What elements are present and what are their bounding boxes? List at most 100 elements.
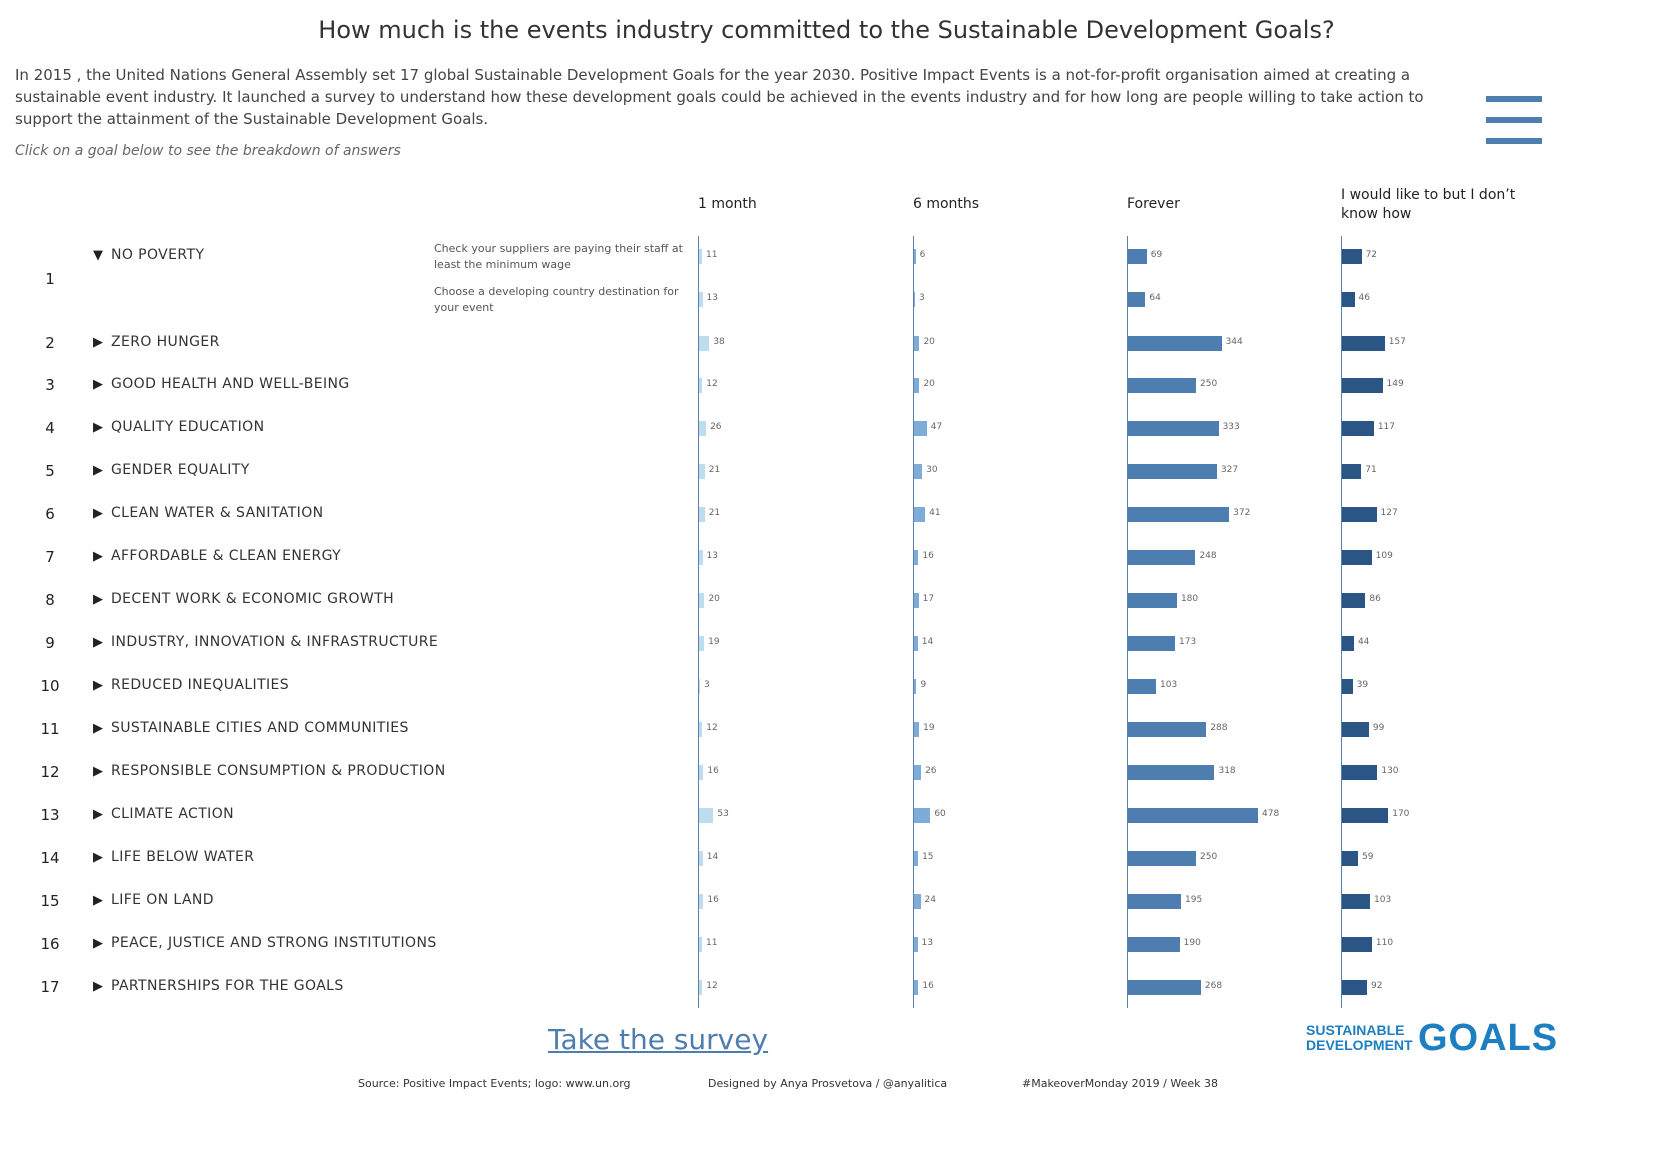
- bar-goal-13-col-2[interactable]: [914, 808, 931, 823]
- collapsed-caret-icon[interactable]: ▶: [93, 463, 104, 478]
- goal-label-14[interactable]: ▶ LIFE BELOW WATER: [93, 849, 254, 865]
- bar-goal-5-col-4[interactable]: [1342, 464, 1362, 479]
- bar-goal-2-col-1[interactable]: [699, 336, 710, 351]
- bar-goal-16-col-2[interactable]: [914, 937, 918, 952]
- bar-goal-5-col-1[interactable]: [699, 464, 705, 479]
- bar-goal-6-col-1[interactable]: [699, 507, 705, 522]
- bar-goal-17-col-2[interactable]: [914, 980, 919, 995]
- collapsed-caret-icon[interactable]: ▶: [93, 893, 104, 908]
- collapsed-caret-icon[interactable]: ▶: [93, 721, 104, 736]
- bar-goal-1-col-4[interactable]: [1342, 249, 1362, 264]
- collapsed-caret-icon[interactable]: ▶: [93, 335, 104, 350]
- collapsed-caret-icon[interactable]: ▶: [93, 764, 104, 779]
- bar-goal-4-col-1[interactable]: [699, 421, 707, 436]
- hamburger-menu-icon[interactable]: [1486, 96, 1542, 144]
- collapsed-caret-icon[interactable]: ▶: [93, 420, 104, 435]
- goal-label-12[interactable]: ▶ RESPONSIBLE CONSUMPTION & PRODUCTION: [93, 763, 446, 779]
- bar-goal-3-col-4[interactable]: [1342, 378, 1383, 393]
- bar-goal-1b-col-3[interactable]: [1128, 292, 1146, 307]
- bar-goal-1b-col-2[interactable]: [914, 292, 915, 307]
- bar-goal-14-col-4[interactable]: [1342, 851, 1359, 866]
- bar-goal-11-col-1[interactable]: [699, 722, 703, 737]
- bar-goal-13-col-1[interactable]: [699, 808, 714, 823]
- bar-goal-10-col-4[interactable]: [1342, 679, 1353, 694]
- bar-goal-5-col-2[interactable]: [914, 464, 923, 479]
- goal-label-13[interactable]: ▶ CLIMATE ACTION: [93, 806, 234, 822]
- bar-goal-9-col-3[interactable]: [1128, 636, 1176, 651]
- goal-label-5[interactable]: ▶ GENDER EQUALITY: [93, 462, 250, 478]
- bar-goal-13-col-3[interactable]: [1128, 808, 1259, 823]
- bar-goal-1b-col-4[interactable]: [1342, 292, 1355, 307]
- goal-label-2[interactable]: ▶ ZERO HUNGER: [93, 334, 220, 350]
- bar-goal-14-col-2[interactable]: [914, 851, 919, 866]
- collapsed-caret-icon[interactable]: ▶: [93, 936, 104, 951]
- bar-goal-6-col-4[interactable]: [1342, 507, 1377, 522]
- collapsed-caret-icon[interactable]: ▶: [93, 592, 104, 607]
- collapsed-caret-icon[interactable]: ▶: [93, 549, 104, 564]
- goal-label-3[interactable]: ▶ GOOD HEALTH AND WELL-BEING: [93, 376, 350, 392]
- bar-goal-5-col-3[interactable]: [1128, 464, 1217, 479]
- bar-goal-7-col-4[interactable]: [1342, 550, 1372, 565]
- bar-goal-10-col-2[interactable]: [914, 679, 917, 694]
- bar-goal-9-col-4[interactable]: [1342, 636, 1354, 651]
- collapsed-caret-icon[interactable]: ▶: [93, 506, 104, 521]
- bar-goal-7-col-3[interactable]: [1128, 550, 1196, 565]
- bar-goal-2-col-3[interactable]: [1128, 336, 1222, 351]
- bar-goal-14-col-1[interactable]: [699, 851, 703, 866]
- expanded-caret-icon[interactable]: ▼: [93, 248, 104, 263]
- bar-goal-1-col-2[interactable]: [914, 249, 916, 264]
- bar-goal-6-col-2[interactable]: [914, 507, 926, 522]
- bar-goal-10-col-3[interactable]: [1128, 679, 1157, 694]
- bar-goal-12-col-3[interactable]: [1128, 765, 1215, 780]
- bar-goal-15-col-2[interactable]: [914, 894, 921, 909]
- bar-goal-7-col-1[interactable]: [699, 550, 703, 565]
- bar-goal-8-col-4[interactable]: [1342, 593, 1366, 608]
- bar-goal-3-col-2[interactable]: [914, 378, 920, 393]
- goal-label-15[interactable]: ▶ LIFE ON LAND: [93, 892, 214, 908]
- goal-label-8[interactable]: ▶ DECENT WORK & ECONOMIC GROWTH: [93, 591, 394, 607]
- goal-label-4[interactable]: ▶ QUALITY EDUCATION: [93, 419, 264, 435]
- goal-label-16[interactable]: ▶ PEACE, JUSTICE AND STRONG INSTITUTIONS: [93, 935, 437, 951]
- bar-goal-8-col-1[interactable]: [699, 593, 705, 608]
- bar-goal-11-col-3[interactable]: [1128, 722, 1207, 737]
- bar-goal-16-col-1[interactable]: [699, 937, 702, 952]
- bar-goal-4-col-3[interactable]: [1128, 421, 1219, 436]
- bar-goal-11-col-2[interactable]: [914, 722, 920, 737]
- goal-label-17[interactable]: ▶ PARTNERSHIPS FOR THE GOALS: [93, 978, 344, 994]
- bar-goal-17-col-3[interactable]: [1128, 980, 1201, 995]
- collapsed-caret-icon[interactable]: ▶: [93, 979, 104, 994]
- bar-goal-3-col-3[interactable]: [1128, 378, 1196, 393]
- bar-goal-13-col-4[interactable]: [1342, 808, 1389, 823]
- bar-goal-17-col-1[interactable]: [699, 980, 703, 995]
- bar-goal-9-col-2[interactable]: [914, 636, 918, 651]
- bar-goal-15-col-3[interactable]: [1128, 894, 1182, 909]
- goal-label-7[interactable]: ▶ AFFORDABLE & CLEAN ENERGY: [93, 548, 341, 564]
- bar-goal-15-col-4[interactable]: [1342, 894, 1371, 909]
- take-survey-link[interactable]: Take the survey: [548, 1023, 769, 1056]
- bar-goal-3-col-1[interactable]: [699, 378, 703, 393]
- bar-goal-16-col-3[interactable]: [1128, 937, 1180, 952]
- bar-goal-4-col-2[interactable]: [914, 421, 927, 436]
- collapsed-caret-icon[interactable]: ▶: [93, 807, 104, 822]
- bar-goal-2-col-2[interactable]: [914, 336, 920, 351]
- goal-label-9[interactable]: ▶ INDUSTRY, INNOVATION & INFRASTRUCTURE: [93, 634, 438, 650]
- bar-goal-15-col-1[interactable]: [699, 894, 704, 909]
- collapsed-caret-icon[interactable]: ▶: [93, 678, 104, 693]
- bar-goal-1-col-3[interactable]: [1128, 249, 1147, 264]
- bar-goal-11-col-4[interactable]: [1342, 722, 1369, 737]
- bar-goal-6-col-3[interactable]: [1128, 507, 1230, 522]
- bar-goal-12-col-4[interactable]: [1342, 765, 1378, 780]
- goal-label-1[interactable]: ▼ NO POVERTY: [93, 247, 204, 263]
- bar-goal-16-col-4[interactable]: [1342, 937, 1372, 952]
- collapsed-caret-icon[interactable]: ▶: [93, 377, 104, 392]
- bar-goal-14-col-3[interactable]: [1128, 851, 1196, 866]
- bar-goal-1-col-1[interactable]: [699, 249, 702, 264]
- collapsed-caret-icon[interactable]: ▶: [93, 635, 104, 650]
- bar-goal-12-col-1[interactable]: [699, 765, 704, 780]
- bar-goal-9-col-1[interactable]: [699, 636, 705, 651]
- bar-goal-7-col-2[interactable]: [914, 550, 919, 565]
- bar-goal-17-col-4[interactable]: [1342, 980, 1368, 995]
- bar-goal-2-col-4[interactable]: [1342, 336, 1385, 351]
- bar-goal-8-col-2[interactable]: [914, 593, 919, 608]
- goal-label-6[interactable]: ▶ CLEAN WATER & SANITATION: [93, 505, 323, 521]
